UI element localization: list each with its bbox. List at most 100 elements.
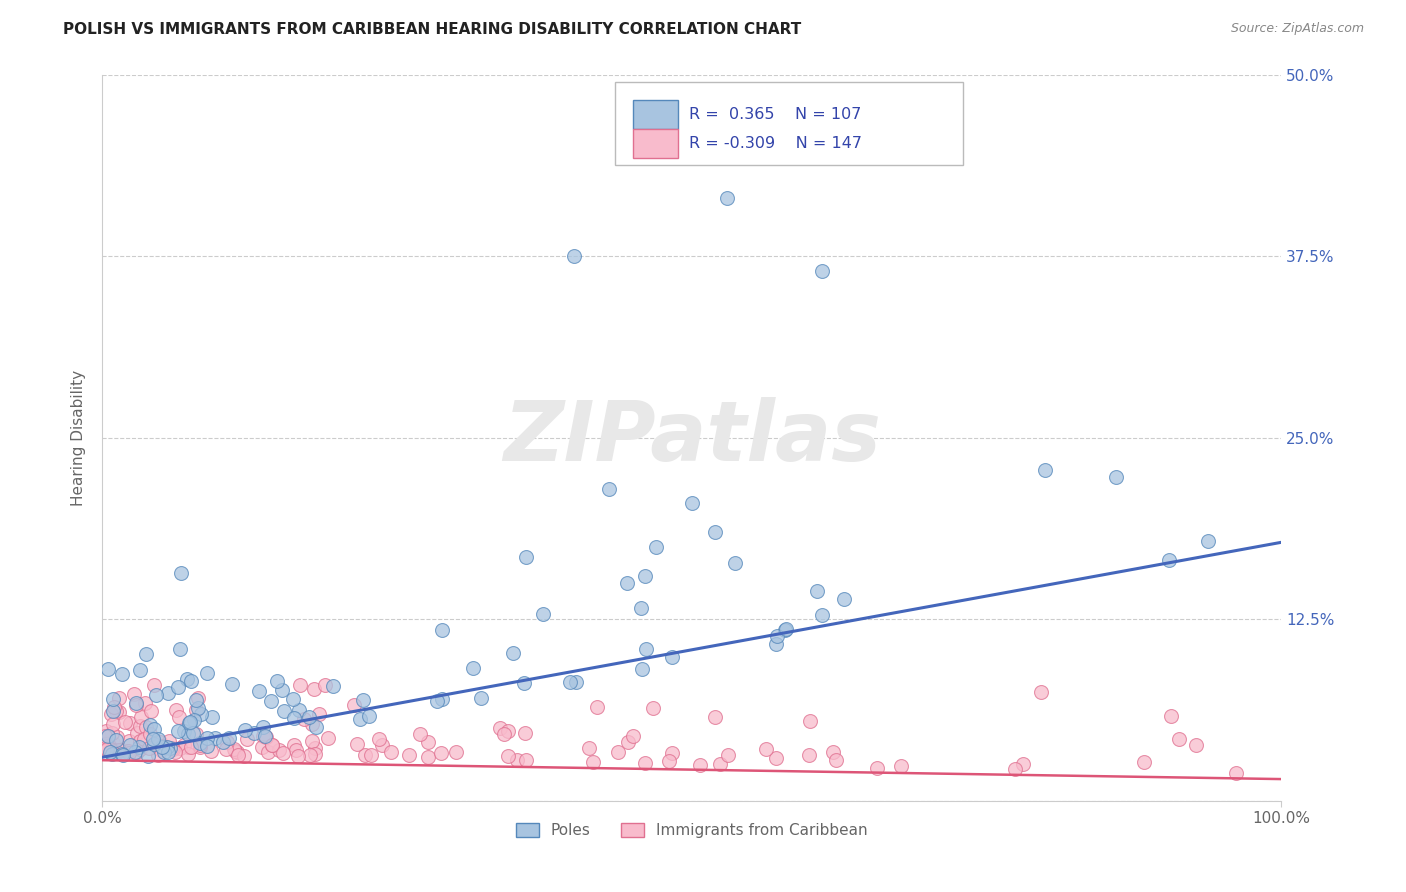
Point	[108, 691, 131, 706]
Point	[266, 673, 288, 688]
Point	[598, 482, 620, 496]
Point	[380, 745, 402, 759]
Point	[159, 740, 181, 755]
Point	[283, 692, 305, 706]
Point	[704, 525, 727, 540]
Point	[444, 745, 467, 759]
Point	[586, 700, 609, 714]
Point	[97, 738, 120, 752]
Point	[107, 745, 129, 759]
Point	[97, 662, 120, 676]
Point	[159, 741, 181, 756]
Legend: Poles, Immigrants from Caribbean: Poles, Immigrants from Caribbean	[509, 817, 875, 844]
Text: Source: ZipAtlas.com: Source: ZipAtlas.com	[1230, 22, 1364, 36]
Point	[128, 739, 150, 754]
Point	[129, 710, 152, 724]
Point	[301, 716, 323, 731]
Point	[709, 757, 731, 772]
Point	[183, 713, 205, 727]
Text: R = -0.309    N = 147: R = -0.309 N = 147	[689, 136, 862, 151]
Point	[661, 746, 683, 760]
Point	[96, 737, 118, 751]
Point	[252, 720, 274, 734]
Point	[461, 661, 484, 675]
Point	[498, 724, 520, 739]
Point	[98, 745, 121, 759]
Point	[179, 715, 201, 730]
Point	[160, 740, 183, 755]
Point	[681, 496, 703, 510]
Point	[188, 736, 211, 750]
Point	[515, 550, 537, 565]
Point	[606, 745, 628, 759]
Point	[143, 737, 166, 751]
Point	[811, 608, 834, 623]
Point	[224, 742, 246, 756]
Point	[409, 726, 432, 740]
Point	[104, 705, 127, 719]
Point	[287, 749, 309, 764]
Point	[103, 704, 125, 718]
Point	[765, 751, 787, 765]
Point	[352, 693, 374, 707]
Point	[285, 743, 308, 757]
Point	[257, 745, 280, 759]
Point	[658, 754, 681, 768]
Point	[283, 738, 305, 752]
Point	[125, 745, 148, 759]
Text: R =  0.365    N = 107: R = 0.365 N = 107	[689, 107, 862, 122]
Point	[156, 739, 179, 754]
Point	[93, 729, 115, 743]
Point	[177, 747, 200, 761]
Point	[271, 746, 294, 760]
Point	[96, 739, 118, 754]
Point	[107, 705, 129, 719]
Point	[136, 749, 159, 764]
Point	[233, 723, 256, 737]
Point	[470, 691, 492, 706]
Point	[94, 724, 117, 739]
Point	[96, 743, 118, 757]
Point	[398, 747, 420, 762]
Point	[112, 747, 135, 762]
Point	[118, 734, 141, 748]
Point	[153, 745, 176, 759]
Point	[173, 723, 195, 738]
Point	[128, 719, 150, 733]
Point	[298, 747, 321, 762]
Point	[773, 623, 796, 637]
Point	[101, 747, 124, 761]
Point	[630, 600, 652, 615]
Point	[1197, 534, 1219, 549]
Point	[360, 747, 382, 762]
Point	[636, 642, 658, 657]
Point	[124, 687, 146, 701]
Point	[165, 745, 187, 759]
Point	[187, 690, 209, 705]
Point	[187, 701, 209, 715]
Point	[513, 726, 536, 740]
Point	[368, 731, 391, 746]
Point	[103, 699, 125, 714]
Point	[322, 679, 344, 693]
Point	[562, 249, 585, 263]
Point	[704, 709, 727, 723]
Point	[169, 641, 191, 656]
Point	[716, 191, 738, 205]
Point	[101, 725, 124, 739]
Point	[488, 721, 510, 735]
Point	[304, 740, 326, 755]
Point	[181, 725, 204, 739]
Point	[353, 748, 375, 763]
Point	[418, 750, 440, 764]
Point	[138, 740, 160, 755]
Point	[100, 739, 122, 754]
Point	[1132, 755, 1154, 769]
Point	[426, 694, 449, 708]
Point	[797, 747, 820, 762]
Point	[1011, 757, 1033, 772]
Point	[260, 738, 283, 752]
Point	[432, 692, 454, 706]
Point	[184, 703, 207, 717]
Point	[775, 622, 797, 636]
